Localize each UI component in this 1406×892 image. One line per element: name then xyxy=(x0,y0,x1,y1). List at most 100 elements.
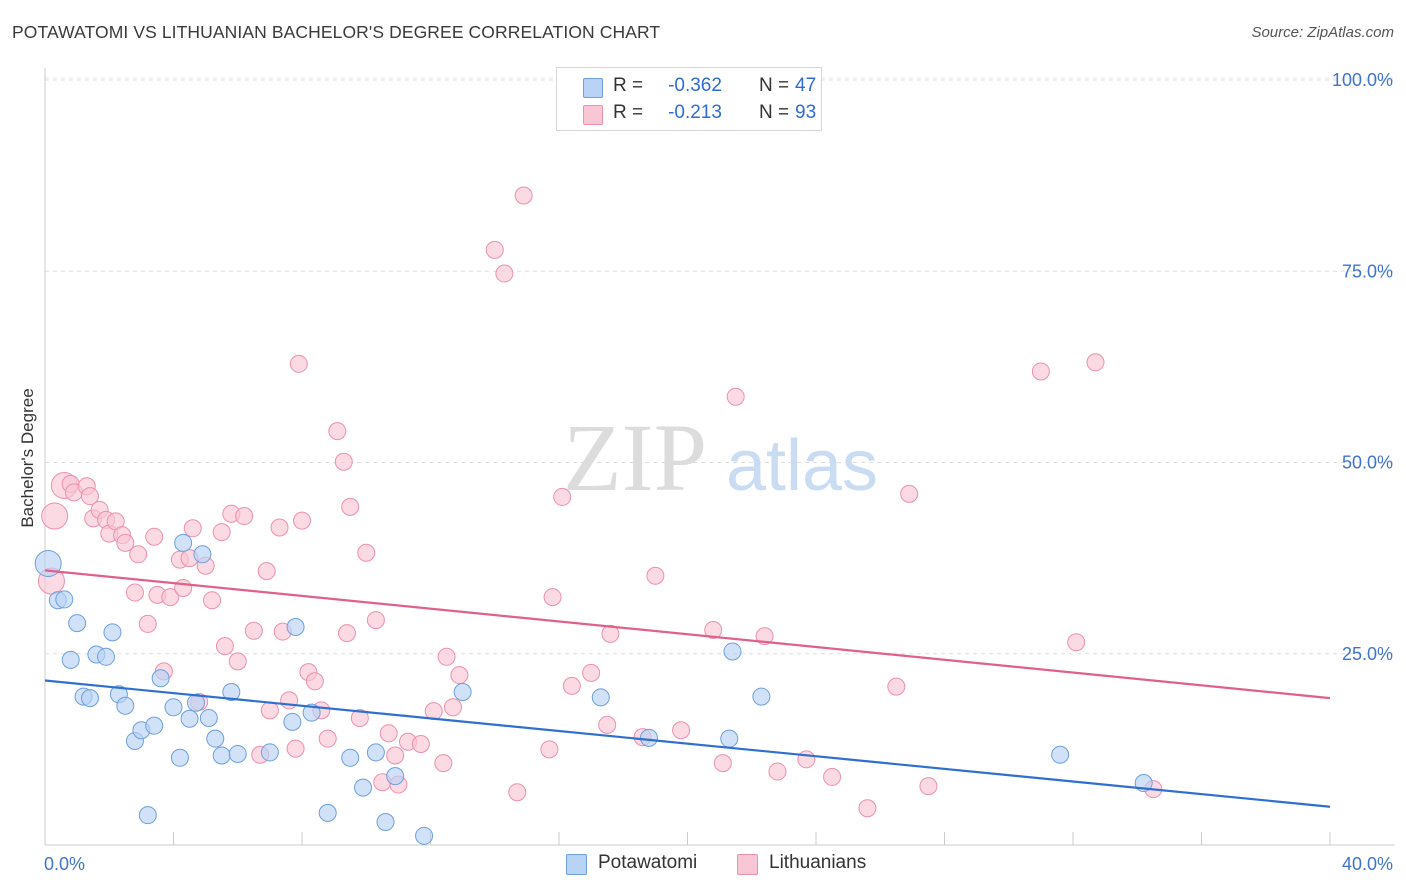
lithuanian-point xyxy=(286,739,305,758)
lithuanian-point xyxy=(704,621,723,640)
potawatomi-point xyxy=(80,689,99,708)
lithuanian-point xyxy=(495,264,514,283)
lithuanian-point xyxy=(293,511,311,530)
lithuanian-point xyxy=(318,729,337,748)
lithuanian-point xyxy=(601,624,620,643)
y-tick-label: 25.0% xyxy=(1342,644,1393,664)
grid xyxy=(45,77,1395,655)
lithuanian-point xyxy=(289,354,308,373)
lithuanian-point xyxy=(508,783,527,802)
lithuanian-point xyxy=(726,387,745,406)
lithuanian-point xyxy=(350,709,369,728)
x-tick-label-max: 40.0% xyxy=(1342,854,1393,874)
potawatomi-point xyxy=(639,728,658,747)
lithuanian-point xyxy=(437,647,456,666)
potawatomi-point xyxy=(341,748,360,767)
potawatomi-point xyxy=(318,803,337,822)
lithuanian-point xyxy=(235,507,254,526)
potawatomi-swatch xyxy=(583,78,603,98)
lithuanian-point xyxy=(334,452,353,471)
lithuanian-point xyxy=(125,583,144,602)
lithuanian-point xyxy=(1031,362,1050,381)
watermark-atlas: atlas xyxy=(726,426,878,506)
potawatomi-point xyxy=(591,688,610,707)
lithuanians-legend-swatch xyxy=(737,854,758,875)
potawatomi-trend-line xyxy=(44,679,1331,808)
lithuanian-point xyxy=(919,777,938,796)
lithuanian-point xyxy=(174,578,193,597)
lithuanian-point xyxy=(646,566,665,585)
lithuanian-point xyxy=(713,754,732,773)
lithuanian-point xyxy=(823,767,842,786)
potawatomi-point xyxy=(302,703,321,722)
lithuanian-point xyxy=(257,562,276,581)
lithuanian-point xyxy=(1086,353,1105,372)
potawatomi-point xyxy=(170,748,189,767)
lithuanian-point xyxy=(1067,633,1086,652)
lithuanian-point xyxy=(450,666,469,685)
source-note: Source: ZipAtlas.com xyxy=(1251,24,1394,41)
lithuanian-point xyxy=(543,588,562,607)
potawatomi-point xyxy=(376,813,395,832)
lithuanian-point xyxy=(161,588,180,607)
potawatomi-point xyxy=(386,767,405,786)
lithuanian-point xyxy=(129,545,148,564)
lithuanian-point xyxy=(215,637,234,656)
lithuanian-point xyxy=(553,487,572,506)
lithuanian-point xyxy=(183,519,202,538)
potawatomi-point xyxy=(199,709,218,728)
potawatomi-point xyxy=(116,696,135,715)
lithuanian-point xyxy=(145,527,164,546)
potawatomi-point xyxy=(283,712,302,731)
lithuanian-point xyxy=(280,691,299,710)
lithuanian-point xyxy=(900,484,919,503)
lithuanian-point xyxy=(562,676,581,695)
potawatomi-point xyxy=(193,545,212,564)
potawatomi-point xyxy=(186,693,205,712)
r-label: R = xyxy=(613,102,644,123)
lithuanian-point xyxy=(80,487,99,506)
lithuanian-point xyxy=(887,677,906,696)
lithuanian-point xyxy=(411,735,430,754)
lithuanian-point xyxy=(357,543,376,562)
potawatomi-point xyxy=(366,743,385,762)
n-label: N = xyxy=(759,75,790,96)
potawatomi-point xyxy=(354,778,373,797)
x-tick-label-min: 0.0% xyxy=(44,854,85,874)
potawatomi-point xyxy=(164,698,183,717)
lithuanian-point xyxy=(228,652,247,671)
potawatomi-point xyxy=(1051,745,1070,764)
r-value: -0.213 xyxy=(668,102,722,123)
watermark-zip: ZIP xyxy=(563,404,707,511)
potawatomi-point xyxy=(212,746,231,765)
potawatomi-point xyxy=(55,590,74,609)
lithuanian-point xyxy=(138,614,157,633)
n-value: 93 xyxy=(795,102,817,123)
lithuanian-point xyxy=(379,724,398,743)
lithuanians-swatch xyxy=(583,105,603,125)
potawatomi-point xyxy=(260,743,279,762)
potawatomi-point xyxy=(286,617,305,636)
tick-labels: 25.0% 50.0% 75.0% 100.0% 0.0% 40.0% xyxy=(44,70,1393,874)
potawatomi-point xyxy=(752,687,771,706)
lithuanian-trend-line xyxy=(44,569,1331,700)
potawatomi-point xyxy=(206,729,225,748)
lithuanian-point xyxy=(768,762,787,781)
axes xyxy=(44,68,1395,846)
potawatomi-point xyxy=(453,683,472,701)
watermark: ZIP atlas xyxy=(563,404,878,511)
correlation-legend: R = -0.362 N = 47 R = -0.213 N = 93 xyxy=(556,67,822,131)
potawatomi-point xyxy=(180,709,199,728)
lithuanian-point xyxy=(514,186,533,205)
lithuanian-point xyxy=(443,698,462,717)
data-points xyxy=(34,186,1163,845)
r-label: R = xyxy=(613,75,644,96)
lithuanian-point xyxy=(203,591,222,610)
lithuanian-point xyxy=(598,715,617,734)
potawatomi-point xyxy=(61,650,80,669)
potawatomi-legend-label: Potawatomi xyxy=(598,852,698,873)
lithuanian-point xyxy=(260,701,279,720)
n-value: 47 xyxy=(795,75,817,96)
lithuanians-legend-label: Lithuanians xyxy=(769,852,867,873)
